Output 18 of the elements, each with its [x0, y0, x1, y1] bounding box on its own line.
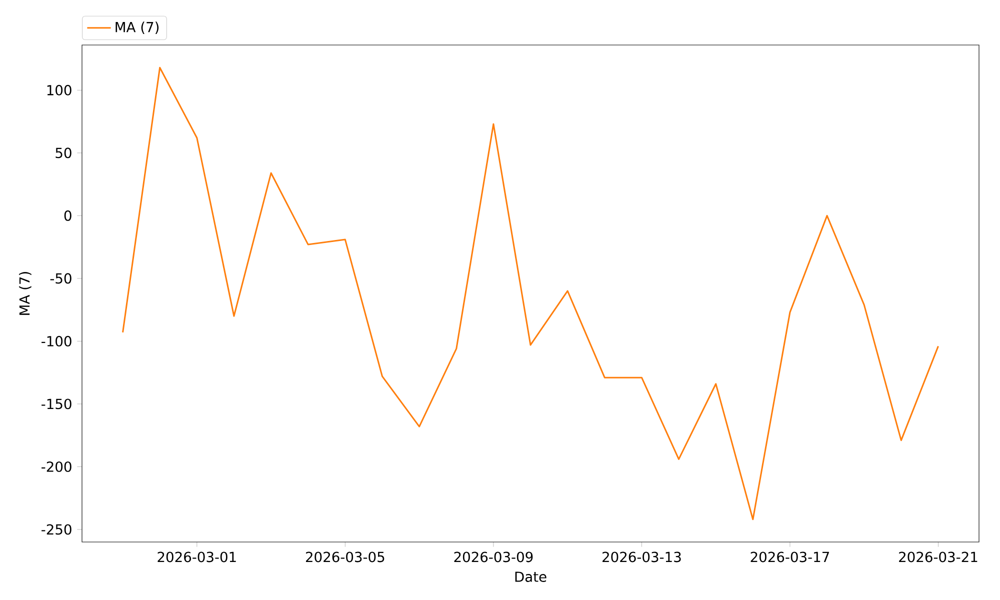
x-tick-label: 2026-03-01	[158, 552, 236, 562]
y-tick-label: -150	[42, 398, 72, 410]
x-tick-label: 2026-03-13	[602, 552, 681, 562]
legend-label: MA (7)	[116, 22, 159, 34]
y-tick-label: -250	[42, 524, 72, 535]
x-tick-label: 2026-03-09	[454, 552, 533, 562]
x-tick-label: 2026-03-17	[750, 552, 829, 562]
y-tick-label: -200	[42, 461, 72, 472]
y-tick-label: 100	[47, 84, 72, 96]
x-tick-label: 2026-03-21	[899, 552, 978, 562]
y-axis-title: MA (7)	[19, 272, 32, 315]
y-tick-label: 0	[64, 210, 72, 221]
y-tick-label: 50	[56, 148, 72, 158]
y-tick-label: -100	[42, 336, 72, 346]
y-tick-label: -50	[50, 273, 72, 284]
x-tick-label: 2026-03-05	[306, 552, 384, 562]
x-axis-title: Date	[515, 572, 546, 582]
line-series	[122, 66, 939, 520]
